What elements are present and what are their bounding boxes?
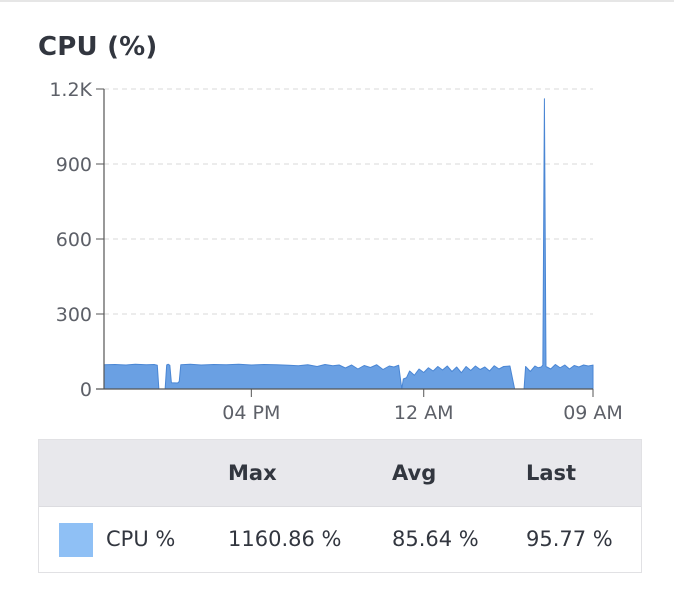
value-last: 95.77 %	[526, 527, 613, 551]
series-area-cpu[interactable]	[103, 98, 594, 390]
x-tick-label: 12 AM	[394, 402, 454, 424]
panel-title: CPU (%)	[38, 32, 158, 62]
grid-lines	[104, 88, 593, 315]
x-tick-label: 04 PM	[222, 402, 280, 424]
value-max: 1160.86 %	[228, 527, 342, 551]
y-tick-label: 0	[80, 379, 92, 401]
legend-swatch[interactable]	[59, 523, 93, 557]
summary-table: Max Avg Last CPU % 1160.86 % 85.64 % 95.…	[38, 439, 642, 573]
header-avg: Avg	[392, 461, 437, 485]
series-name[interactable]: CPU %	[106, 527, 176, 551]
cpu-chart: 0 300 600 900 1.2K 04 PM 12 AM 09 AM	[49, 79, 623, 424]
y-tick-label: 900	[56, 154, 92, 176]
summary-header-row: Max Avg Last	[39, 440, 641, 507]
y-tick-label: 600	[56, 229, 92, 251]
top-divider	[0, 0, 674, 2]
y-axis-ticks: 0 300 600 900 1.2K	[49, 79, 104, 401]
x-axis-ticks: 04 PM 12 AM 09 AM	[222, 389, 623, 424]
y-tick-label: 1.2K	[49, 79, 92, 101]
header-last: Last	[526, 461, 577, 485]
x-tick-label: 09 AM	[563, 402, 623, 424]
summary-row[interactable]: CPU % 1160.86 % 85.64 % 95.77 %	[39, 507, 641, 572]
y-tick-label: 300	[56, 304, 92, 326]
series-area	[103, 98, 594, 390]
value-avg: 85.64 %	[392, 527, 479, 551]
header-max: Max	[228, 461, 277, 485]
